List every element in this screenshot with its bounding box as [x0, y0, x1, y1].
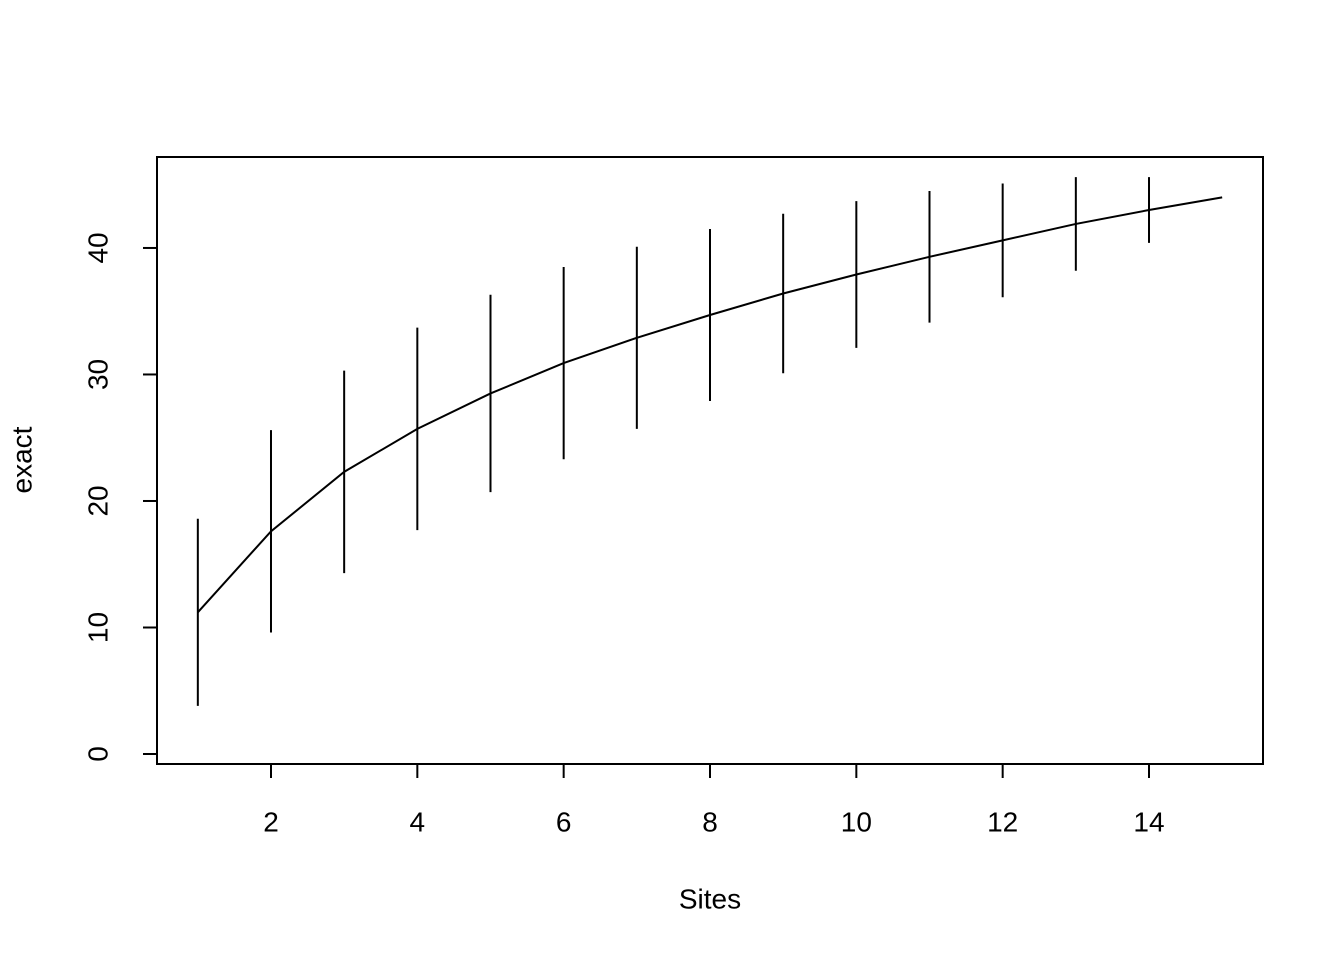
- x-tick-label: 14: [1133, 806, 1164, 837]
- x-axis-label: Sites: [679, 883, 741, 914]
- y-tick-label: 10: [82, 612, 113, 643]
- y-tick-label: 0: [82, 746, 113, 762]
- x-tick-label: 2: [263, 806, 279, 837]
- x-tick-label: 12: [987, 806, 1018, 837]
- y-axis-label: exact: [6, 426, 37, 493]
- y-tick-label: 30: [82, 359, 113, 390]
- x-tick-label: 10: [841, 806, 872, 837]
- x-tick-label: 4: [410, 806, 426, 837]
- y-tick-label: 40: [82, 232, 113, 263]
- y-tick-label: 20: [82, 485, 113, 516]
- x-tick-label: 6: [556, 806, 572, 837]
- x-tick-label: 8: [702, 806, 718, 837]
